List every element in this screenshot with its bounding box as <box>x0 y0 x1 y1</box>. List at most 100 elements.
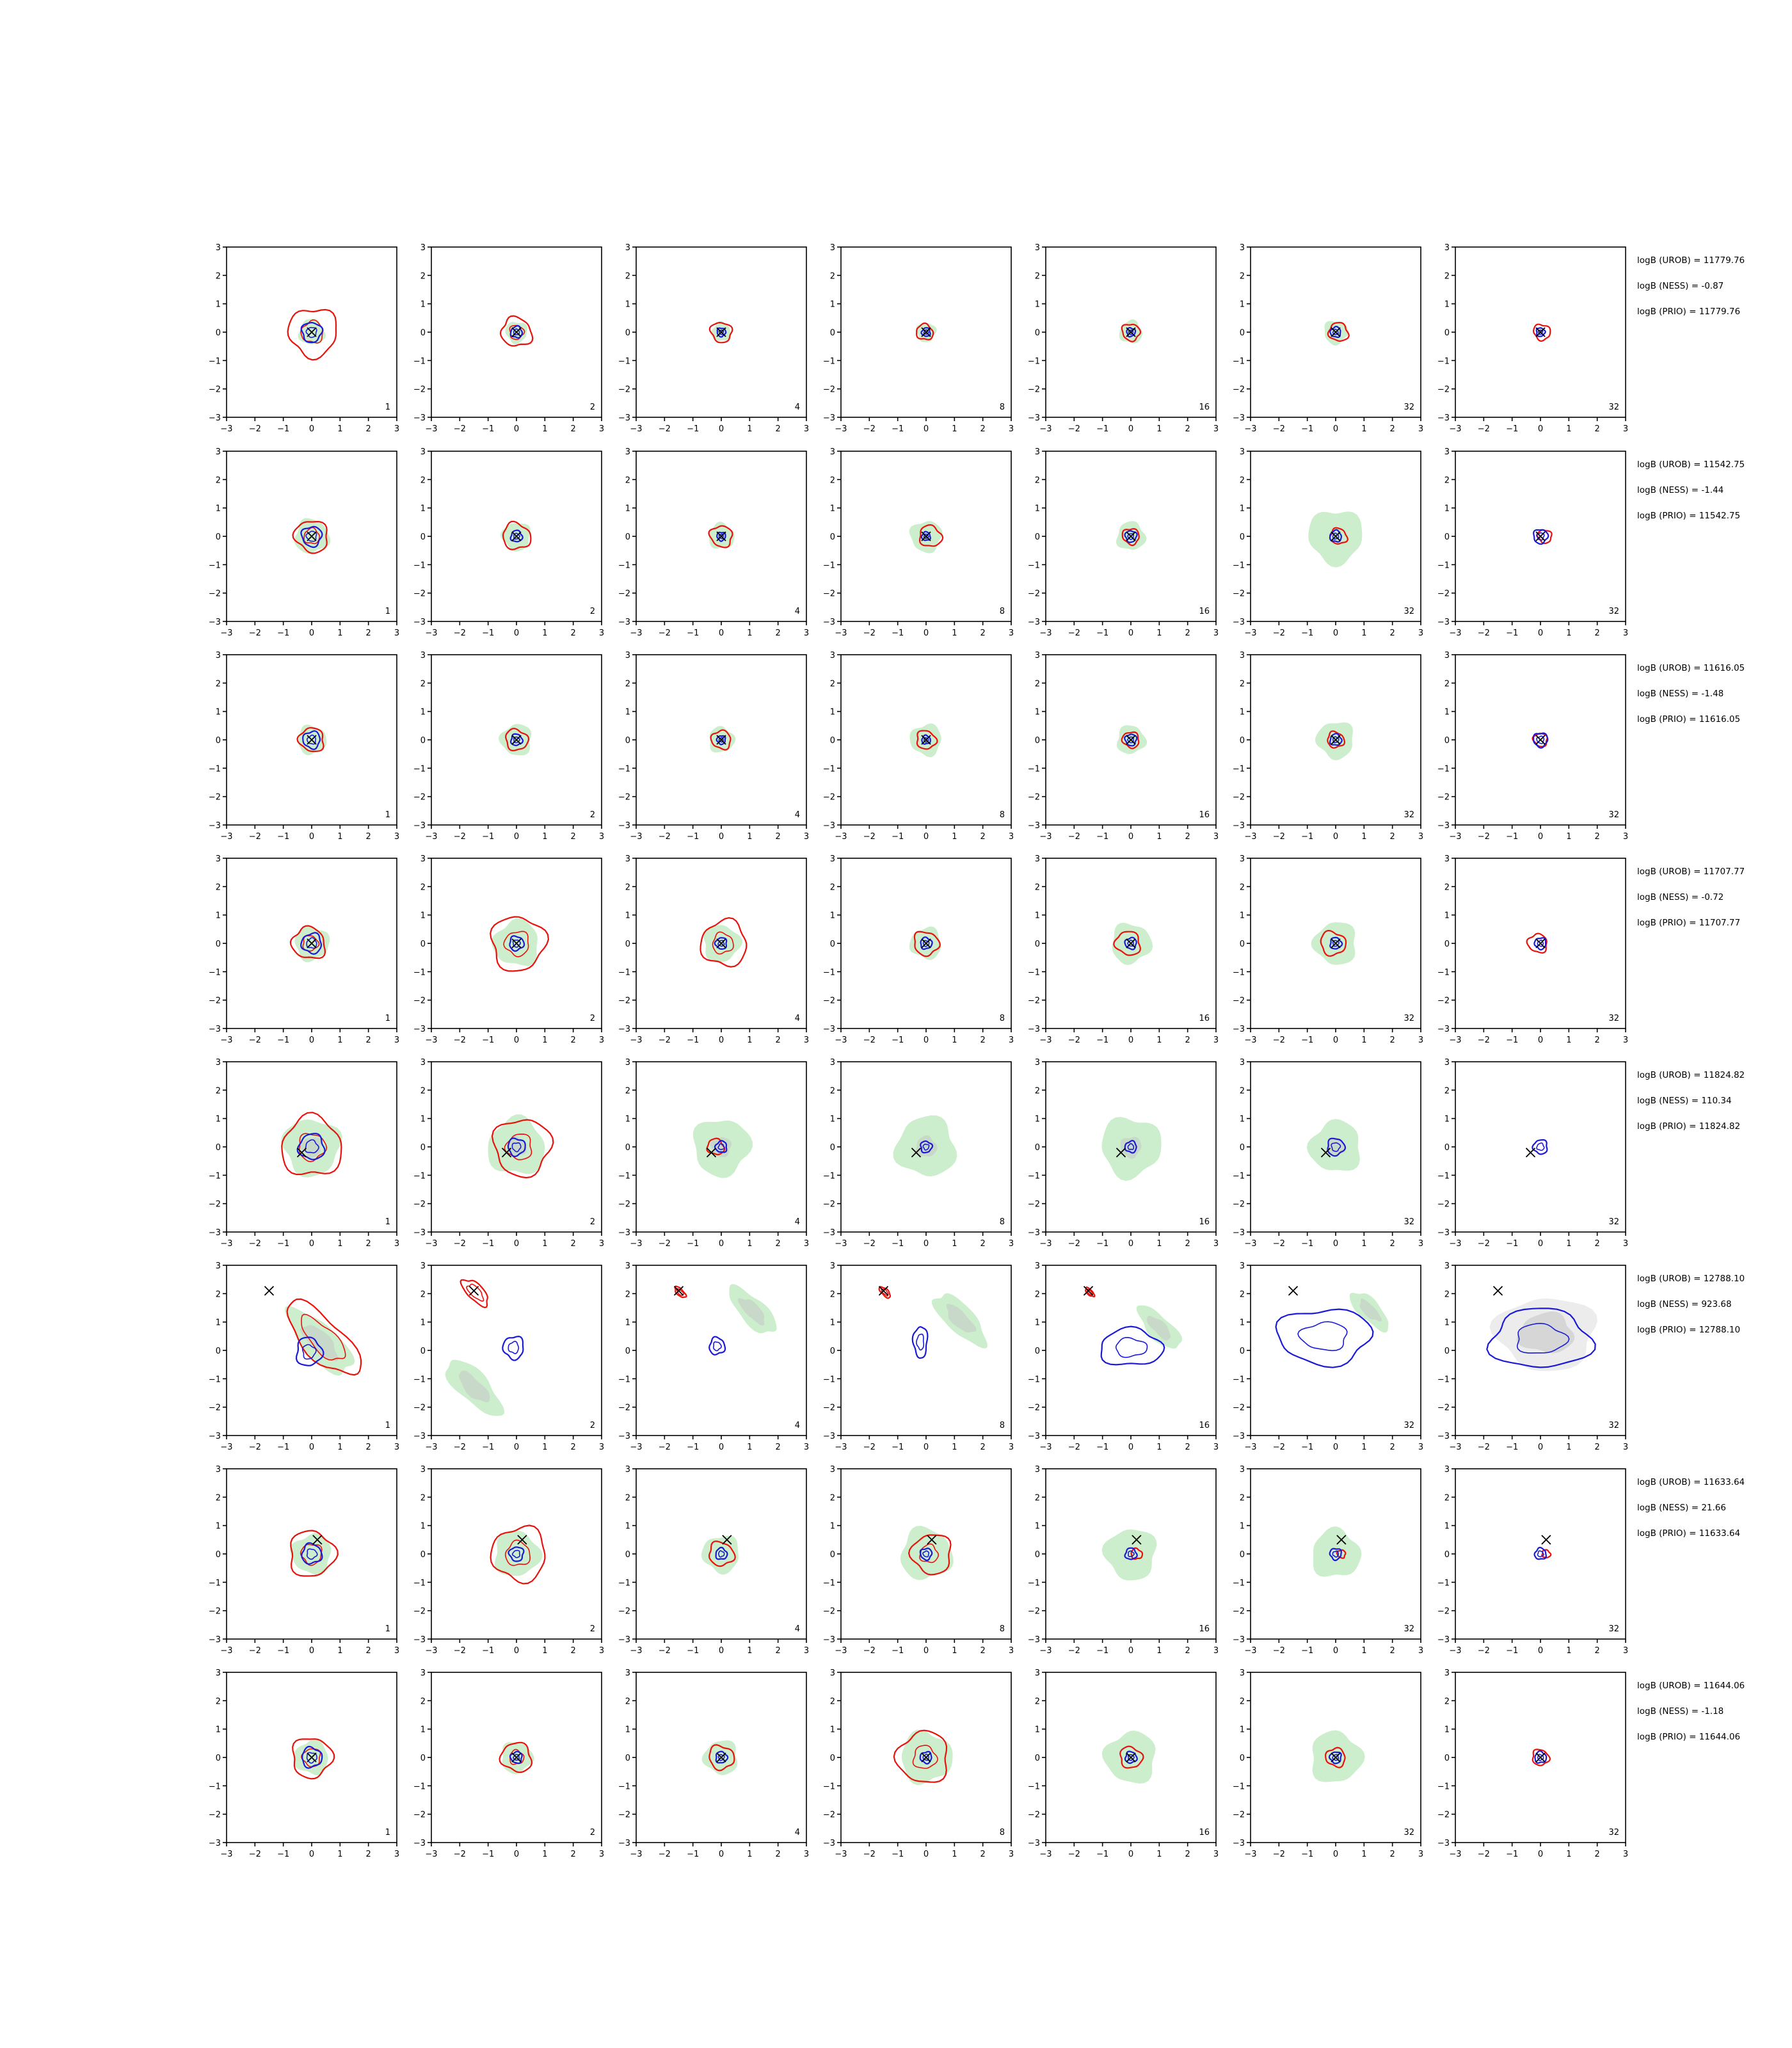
x-tick-label: −3 <box>835 1850 847 1859</box>
y-tick-label: 2 <box>1240 679 1245 689</box>
y-tick-label: −1 <box>1437 1782 1450 1791</box>
panel-label: 16 <box>1199 403 1210 412</box>
x-tick-label: −3 <box>1449 1850 1461 1859</box>
blue-contour-inner <box>1127 736 1134 744</box>
x-tick-label: −1 <box>687 628 699 638</box>
panel-r4-c7: −3 −2 −1 0 1 2 3 −3 −2 −1 0 1 2 3 32 <box>1437 854 1628 1045</box>
blue-contour <box>715 1750 729 1764</box>
truth-marker <box>468 1286 479 1296</box>
y-tick-label: 2 <box>216 271 221 281</box>
x-tick-label: 3 <box>599 424 604 434</box>
panel-r2-c6: −3 −2 −1 0 1 2 3 −3 −2 −1 0 1 2 3 32 <box>1233 447 1423 638</box>
panel-r7-c4: −3 −2 −1 0 1 2 3 −3 −2 −1 0 1 2 3 8 <box>823 1465 1014 1656</box>
y-tick-label: −2 <box>1233 996 1245 1006</box>
y-tick-label: 3 <box>216 1465 221 1475</box>
y-tick-label: 2 <box>830 1290 835 1299</box>
red-contour <box>908 1534 952 1576</box>
x-tick-label: −1 <box>482 424 494 434</box>
axes-frame <box>1045 1265 1217 1436</box>
x-tick-label: −1 <box>1301 424 1313 434</box>
x-tick-label: 1 <box>1566 1646 1571 1656</box>
y-tick-label: 0 <box>1240 532 1245 542</box>
y-tick-label: −1 <box>1233 561 1245 570</box>
panel-label: 1 <box>385 1217 390 1227</box>
x-tick-label: 0 <box>309 832 314 842</box>
y-tick-label: 0 <box>625 1550 630 1560</box>
y-tick-label: 0 <box>1240 328 1245 338</box>
blue-contour-inner <box>922 1143 930 1151</box>
x-tick-label: −1 <box>1096 424 1108 434</box>
y-tick-label: −2 <box>1437 1200 1450 1210</box>
y-tick-label: 2 <box>420 476 426 485</box>
axes-frame <box>1455 1468 1626 1640</box>
truth-marker <box>264 1286 275 1296</box>
blue-contour <box>1124 1140 1137 1154</box>
x-tick-label: 2 <box>1595 424 1600 434</box>
x-tick-label: −3 <box>1039 832 1052 842</box>
y-tick-label: 0 <box>830 1347 835 1356</box>
blue-contour-inner <box>305 326 317 339</box>
y-tick-label: 2 <box>420 883 426 892</box>
x-tick-label: 3 <box>1009 1443 1014 1452</box>
panel-label: 4 <box>795 1217 800 1227</box>
y-tick-label: 1 <box>420 300 426 310</box>
blue-contour-inner <box>513 328 520 335</box>
blue-contour <box>708 1336 726 1356</box>
x-tick-label: 1 <box>337 1850 342 1859</box>
x-tick-label: 0 <box>1333 424 1338 434</box>
red-contour <box>708 1540 736 1567</box>
y-tick-label: 1 <box>1035 504 1040 514</box>
x-tick-label: −3 <box>1039 424 1052 434</box>
blue-contour <box>1124 936 1137 950</box>
y-tick-label: 2 <box>216 883 221 892</box>
panel-label: 32 <box>1404 607 1414 616</box>
y-tick-label: 0 <box>420 1550 426 1560</box>
y-tick-label: 1 <box>625 1725 630 1735</box>
truth-marker <box>1336 1535 1347 1545</box>
blue-contour-inner <box>1516 1322 1570 1354</box>
y-tick-label: 3 <box>1444 243 1450 253</box>
x-tick-label: 1 <box>337 1036 342 1045</box>
blue-contour-inner <box>513 736 520 744</box>
blue-contour <box>716 531 726 542</box>
y-tick-label: −1 <box>1233 1578 1245 1588</box>
panel-r6-c1: −3 −2 −1 0 1 2 3 −3 −2 −1 0 1 2 3 1 <box>209 1261 399 1452</box>
x-tick-label: −1 <box>277 832 289 842</box>
panel-label: 32 <box>1608 403 1619 412</box>
x-tick-label: 2 <box>1595 628 1600 638</box>
x-tick-label: 1 <box>1156 424 1162 434</box>
y-tick-label: 2 <box>830 679 835 689</box>
y-tick-label: 2 <box>625 679 630 689</box>
x-tick-label: 1 <box>337 1646 342 1656</box>
panel-r8-c7: −3 −2 −1 0 1 2 3 −3 −2 −1 0 1 2 3 32 <box>1437 1668 1628 1859</box>
y-tick-label: 1 <box>420 504 426 514</box>
x-tick-label: −2 <box>863 424 876 434</box>
y-tick-label: −1 <box>823 1782 835 1791</box>
panel-r3-c6: −3 −2 −1 0 1 2 3 −3 −2 −1 0 1 2 3 32 <box>1233 651 1423 842</box>
y-tick-label: 3 <box>625 651 630 660</box>
x-tick-label: 0 <box>1538 1239 1543 1249</box>
y-tick-label: −3 <box>823 1839 835 1848</box>
y-tick-label: 1 <box>216 708 221 717</box>
x-tick-label: 0 <box>1333 1443 1338 1452</box>
panel-label: 4 <box>795 810 800 820</box>
y-tick-label: −1 <box>413 561 426 570</box>
truth-marker <box>1126 327 1136 337</box>
y-tick-label: −1 <box>413 1375 426 1384</box>
red-contour <box>1121 323 1141 342</box>
x-tick-label: −1 <box>1506 628 1518 638</box>
blue-contour-inner <box>305 1139 319 1154</box>
x-tick-label: 3 <box>804 1646 809 1656</box>
panel-r3-c1: −3 −2 −1 0 1 2 3 −3 −2 −1 0 1 2 3 1 <box>209 651 399 842</box>
logb-stat: logB (UROB) = 11824.82 <box>1637 1070 1745 1080</box>
x-tick-label: 3 <box>1213 1239 1219 1249</box>
x-tick-label: −2 <box>1273 628 1285 638</box>
panel-label: 2 <box>590 1014 595 1023</box>
blue-contour-inner <box>718 1550 725 1558</box>
x-tick-label: −2 <box>659 424 671 434</box>
truth-marker <box>307 938 317 948</box>
y-tick-label: 3 <box>1035 1668 1040 1678</box>
y-tick-label: 0 <box>625 1347 630 1356</box>
y-tick-label: −1 <box>1437 561 1450 570</box>
y-tick-label: 2 <box>1035 476 1040 485</box>
